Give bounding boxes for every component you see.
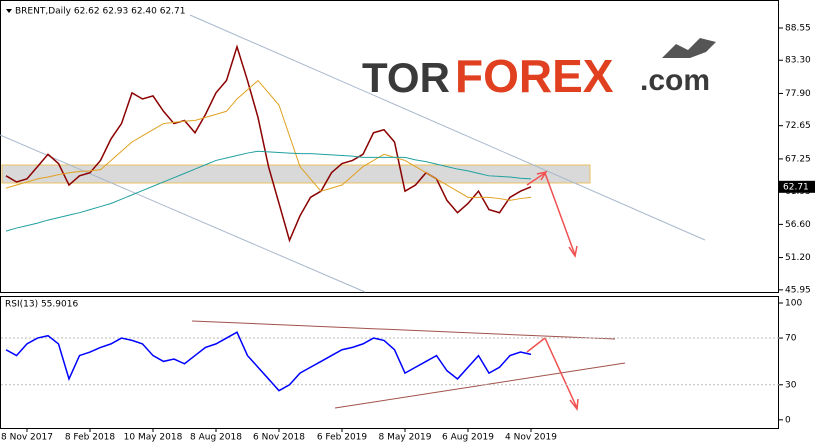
arrow-head xyxy=(569,398,579,411)
y-tick-label: 30 xyxy=(785,380,797,390)
y-tick-label: 45.95 xyxy=(785,285,811,295)
rsi-title: RSI(13) 55.9016 xyxy=(5,300,78,310)
series-line xyxy=(5,331,532,392)
logo-forex: FOREX xyxy=(455,50,614,102)
arrow xyxy=(526,337,546,353)
x-tick-label: 10 May 2018 xyxy=(124,433,183,443)
trend-line xyxy=(191,320,616,340)
x-tick-label: 6 Feb 2019 xyxy=(317,433,368,443)
chart-title: BRENT,Daily 62.62 62.93 62.40 62.71 xyxy=(15,7,185,17)
arrow xyxy=(544,337,578,409)
x-tick-label: 6 Nov 2018 xyxy=(253,433,305,443)
logo-com: .com xyxy=(640,64,710,97)
x-tick-label: 8 Aug 2018 xyxy=(190,433,242,443)
trend-line xyxy=(0,134,366,293)
y-tick-label: 70 xyxy=(785,334,797,344)
y-tick-label: 51.20 xyxy=(785,253,811,263)
trend-line xyxy=(334,362,626,409)
y-tick-label: 72.65 xyxy=(785,121,811,131)
x-tick-label: 4 Nov 2019 xyxy=(505,433,557,443)
arrow xyxy=(526,172,546,186)
logo-bull xyxy=(662,38,716,58)
x-tick-label: 8 Feb 2018 xyxy=(65,433,116,443)
series-line xyxy=(5,150,532,232)
rsi-panel xyxy=(0,296,779,429)
trend-line xyxy=(189,14,706,241)
y-tick-label: 56.60 xyxy=(785,220,811,230)
series-line xyxy=(5,79,532,201)
last-price-box xyxy=(779,180,815,193)
y-tick-label: 77.90 xyxy=(785,89,811,99)
y-tick-label: 100 xyxy=(785,299,802,309)
y-tick-label: 67.25 xyxy=(785,154,811,164)
x-tick-label: 8 Nov 2017 xyxy=(1,433,53,443)
x-tick-label: 6 Aug 2019 xyxy=(442,433,494,443)
arrow-head xyxy=(568,245,578,258)
last-price-label: 62.71 xyxy=(783,182,809,192)
y-tick-label: 0 xyxy=(785,415,791,425)
arrow xyxy=(544,172,576,256)
y-tick-label: 83.30 xyxy=(785,56,811,66)
arrow-head xyxy=(536,170,548,181)
range-zone xyxy=(1,164,591,184)
logo-tor: TOR xyxy=(362,54,450,101)
y-tick-label: 88.55 xyxy=(785,23,811,33)
x-tick-label: 8 May 2019 xyxy=(379,433,432,443)
price-panel xyxy=(0,0,779,293)
menu-icon xyxy=(6,9,12,13)
series-line xyxy=(5,44,532,243)
